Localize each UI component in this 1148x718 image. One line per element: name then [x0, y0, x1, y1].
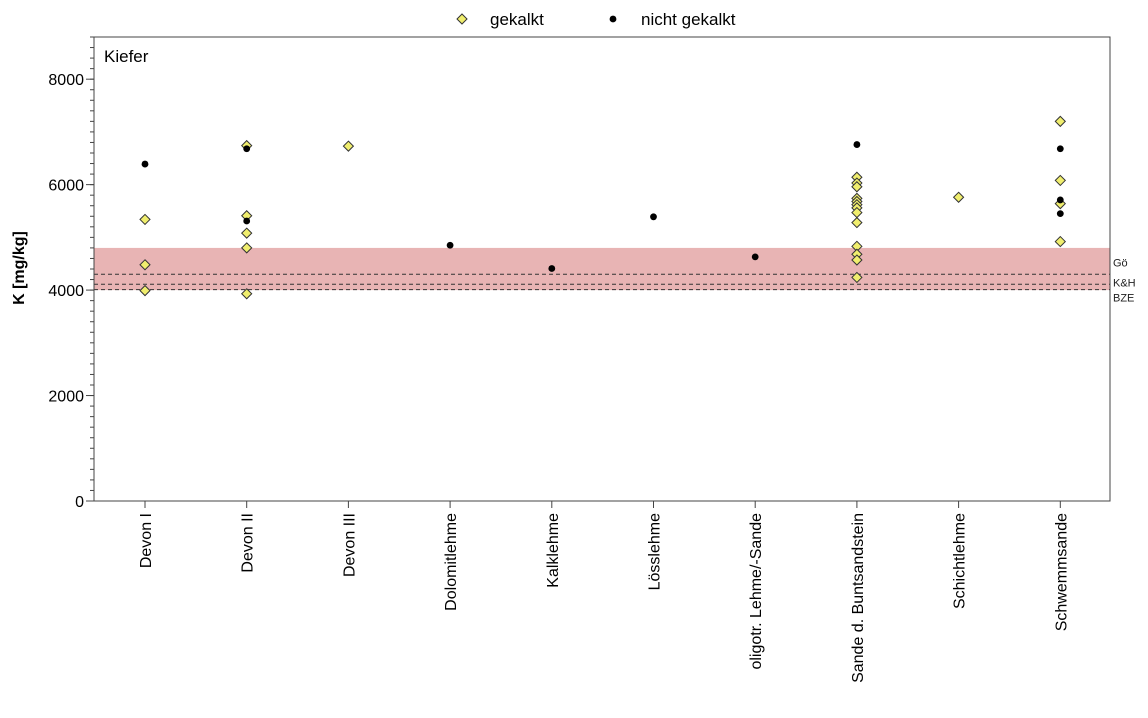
data-point-gekalkt — [851, 181, 863, 193]
legend-marker-nicht-gekalkt — [609, 15, 617, 23]
y-tick-label: 2000 — [48, 389, 84, 406]
legend: gekalkt nicht gekalkt — [456, 10, 736, 29]
data-point-nicht-gekalkt — [1056, 196, 1064, 204]
data-point-gekalkt — [240, 242, 253, 254]
x-tick-label: Devon III — [341, 513, 358, 577]
y-tick-label: 6000 — [48, 178, 84, 195]
data-point-nicht-gekalkt — [548, 265, 556, 272]
data-point-nicht-gekalkt — [1056, 210, 1064, 218]
x-tick-label: Schwemmsande — [1053, 513, 1070, 631]
threshold-band — [94, 247, 1110, 291]
data-point-gekalkt — [139, 259, 151, 271]
data-point-gekalkt — [1054, 174, 1067, 187]
data-point-nicht-gekalkt — [853, 141, 861, 148]
x-tick-label: oligotr. Lehme/-Sande — [748, 513, 765, 670]
reference-line-label: K&H — [1113, 277, 1136, 289]
data-points-layer — [139, 115, 1067, 300]
x-tick-label: Sande d. Buntsandstein — [850, 513, 867, 683]
data-point-nicht-gekalkt — [446, 241, 454, 249]
y-tick-label: 0 — [75, 494, 84, 511]
panel-label: Kiefer — [104, 47, 149, 66]
data-point-nicht-gekalkt — [243, 145, 251, 153]
x-tick-label: Devon I — [138, 513, 155, 568]
x-tick-label: Dolomitlehme — [443, 513, 460, 611]
threshold-band-layer — [94, 247, 1110, 291]
legend-label: nicht gekalkt — [641, 10, 736, 29]
data-point-gekalkt — [240, 288, 253, 300]
data-point-nicht-gekalkt — [751, 253, 759, 261]
reference-line-label: BZE — [1113, 293, 1134, 305]
data-point-gekalkt — [952, 191, 965, 203]
data-point-gekalkt — [851, 216, 863, 229]
data-point-gekalkt — [139, 284, 151, 297]
y-axis-label: K [mg/kg] — [11, 231, 28, 305]
data-point-gekalkt — [240, 227, 253, 239]
x-tick-label: Schichtlehme — [952, 513, 969, 609]
legend-label: gekalkt — [490, 10, 544, 29]
y-tick-label: 8000 — [48, 72, 84, 89]
data-point-nicht-gekalkt — [650, 213, 657, 221]
x-tick-label: Devon II — [240, 513, 257, 573]
data-point-gekalkt — [342, 140, 355, 152]
legend-marker-gekalkt — [456, 13, 468, 25]
data-point-gekalkt — [1054, 115, 1067, 128]
data-point-nicht-gekalkt — [141, 160, 149, 168]
reference-line-label: Gö — [1113, 257, 1128, 269]
data-point-gekalkt — [851, 254, 863, 266]
axes-layer: 0 2000 4000 6000 8000 Devon I Devon II Devon II… — [48, 36, 1111, 683]
y-tick-label: 4000 — [48, 283, 84, 300]
x-tick-label: Kalklehme — [545, 513, 562, 588]
reference-lines-layer: Gö K&H BZE — [94, 257, 1136, 305]
x-tick-label: Lösslehme — [647, 513, 664, 590]
data-point-nicht-gekalkt — [1056, 145, 1064, 153]
data-point-gekalkt — [851, 271, 863, 284]
data-point-gekalkt — [139, 213, 151, 226]
data-point-gekalkt — [1054, 235, 1067, 248]
data-point-nicht-gekalkt — [243, 217, 251, 225]
